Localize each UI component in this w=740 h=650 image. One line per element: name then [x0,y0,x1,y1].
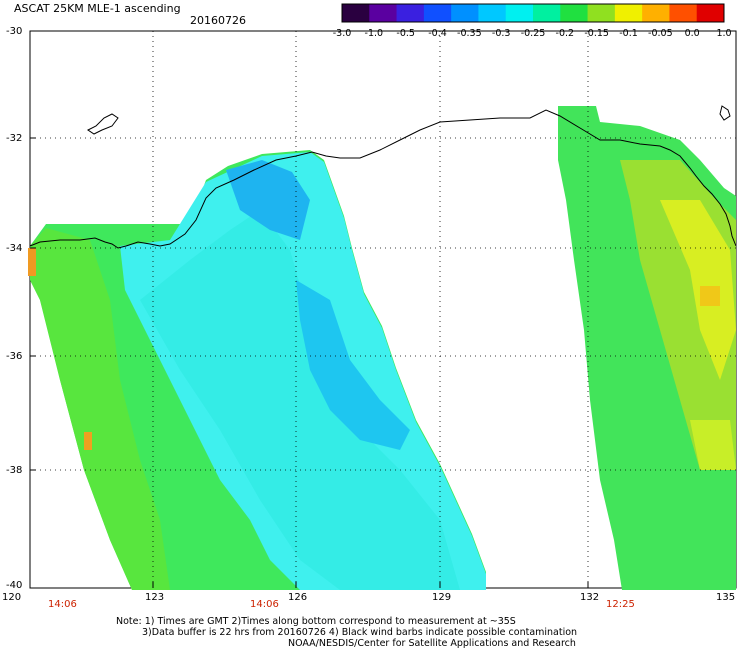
colorbar-swatch [423,4,452,22]
colorbar-label: 0.0 [685,28,700,39]
colorbar-swatch [505,4,534,22]
lon-label-123: 123 [145,592,165,603]
colorbar-swatch [696,4,725,22]
lon-label-126: 126 [288,592,308,603]
footer-note-1: Note: 1) Times are GMT 2)Times along bot… [116,616,516,627]
axis-ticks [30,30,589,588]
lat-label-40: -40 [6,580,23,591]
colorbar-swatch [642,4,670,22]
lon-label-129: 129 [432,592,452,603]
swath-right-yellow-2 [690,420,736,470]
swath-left-orange-2 [84,432,92,450]
colorbar-label: -0.15 [584,28,609,39]
colorbar-swatch [560,4,589,22]
coastline [29,109,737,249]
colorbar-label: -0.2 [556,28,575,39]
product-title: ASCAT 25KM MLE-1 ascending [14,2,181,15]
lat-label-36: -36 [6,351,23,362]
product-date: 20160726 [190,14,246,27]
colorbar-swatch [342,4,370,22]
colorbar-label: -3.0 [333,28,352,39]
colorbar-label: -0.05 [648,28,673,39]
colorbar-label: -0.3 [492,28,511,39]
colorbar-label: -1.0 [365,28,384,39]
footer-credit: NOAA/NESDIS/Center for Satellite Applica… [288,638,576,649]
colorbar-label: -0.1 [619,28,638,39]
colorbar-label: -0.35 [457,28,482,39]
island-kangaroo [87,113,119,135]
lat-label-34: -34 [6,243,23,254]
lon-label-135: 135 [716,592,736,603]
swath-left-blue [226,160,310,240]
colorbar-swatch [396,4,425,22]
swath-right [558,106,736,590]
colorbar-swatch [451,4,479,22]
colorbar-swatch [614,4,643,22]
colorbar-swatch [533,4,561,22]
pass-time-2: 14:06 [250,599,279,610]
swath-left-blue-2 [296,280,410,450]
colorbar-label: -0.5 [396,28,415,39]
colorbar-swatch [587,4,616,22]
colorbar-swatch [478,4,507,22]
lon-label-120: 120 [2,592,22,603]
swath-left-lime [30,228,170,590]
colorbar-label: 1.0 [716,28,731,39]
swath-right-yellow [660,200,736,380]
pass-time-1: 14:06 [48,599,77,610]
colorbar-label: -0.4 [428,28,447,39]
swath-right-orange [700,286,720,306]
colorbar-swatch [669,4,698,22]
footer-note-2: 3)Data buffer is 22 hrs from 20160726 4)… [142,627,578,638]
swath-left-aqua [140,210,460,590]
lat-label-30: -30 [6,26,23,37]
swath-left [28,150,486,590]
colorbar: -3.0 -1.0 -0.5 -0.4 -0.35 -0.3 -0.25 -0.2 -0.15-… [333,3,732,39]
island-right [719,105,731,121]
swath-left-orange [28,248,36,276]
lat-label-32: -32 [6,133,23,144]
colorbar-swatch [369,4,398,22]
pass-time-3: 12:25 [606,599,635,610]
lon-label-132: 132 [580,592,600,603]
lat-label-38: -38 [6,465,23,476]
colorbar-frame [341,3,725,23]
colorbar-label: -0.25 [521,28,546,39]
